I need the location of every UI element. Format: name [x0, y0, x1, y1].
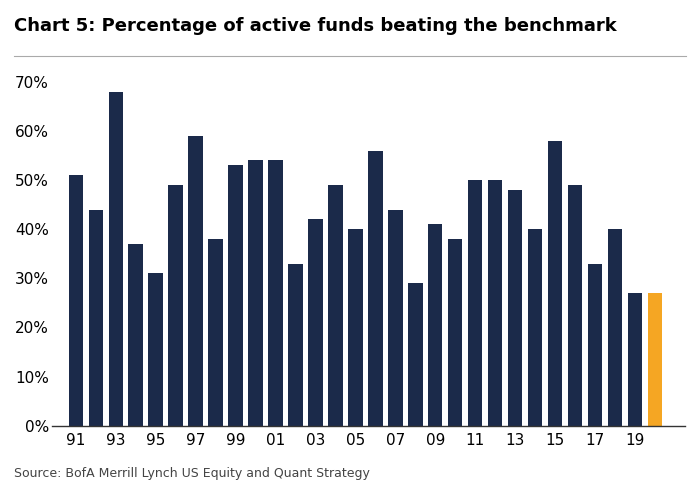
Bar: [608, 229, 622, 426]
Bar: [508, 190, 522, 426]
Bar: [648, 293, 662, 426]
Bar: [588, 263, 602, 426]
Bar: [468, 180, 482, 426]
Bar: [228, 166, 243, 426]
Bar: [148, 273, 163, 426]
Bar: [408, 283, 423, 426]
Text: Source: BofA Merrill Lynch US Equity and Quant Strategy: Source: BofA Merrill Lynch US Equity and…: [14, 467, 370, 480]
Bar: [628, 293, 643, 426]
Bar: [308, 220, 323, 426]
Bar: [88, 209, 103, 426]
Bar: [528, 229, 542, 426]
Bar: [188, 136, 203, 426]
Bar: [169, 185, 183, 426]
Bar: [389, 209, 402, 426]
Bar: [268, 160, 283, 426]
Bar: [248, 160, 262, 426]
Bar: [448, 239, 463, 426]
Bar: [348, 229, 363, 426]
Bar: [428, 225, 442, 426]
Bar: [129, 244, 143, 426]
Bar: [548, 141, 562, 426]
Bar: [568, 185, 582, 426]
Bar: [488, 180, 503, 426]
Bar: [209, 239, 223, 426]
Text: Chart 5: Percentage of active funds beating the benchmark: Chart 5: Percentage of active funds beat…: [14, 17, 617, 35]
Bar: [368, 150, 383, 426]
Bar: [288, 263, 302, 426]
Bar: [108, 92, 123, 426]
Bar: [69, 175, 83, 426]
Bar: [328, 185, 342, 426]
